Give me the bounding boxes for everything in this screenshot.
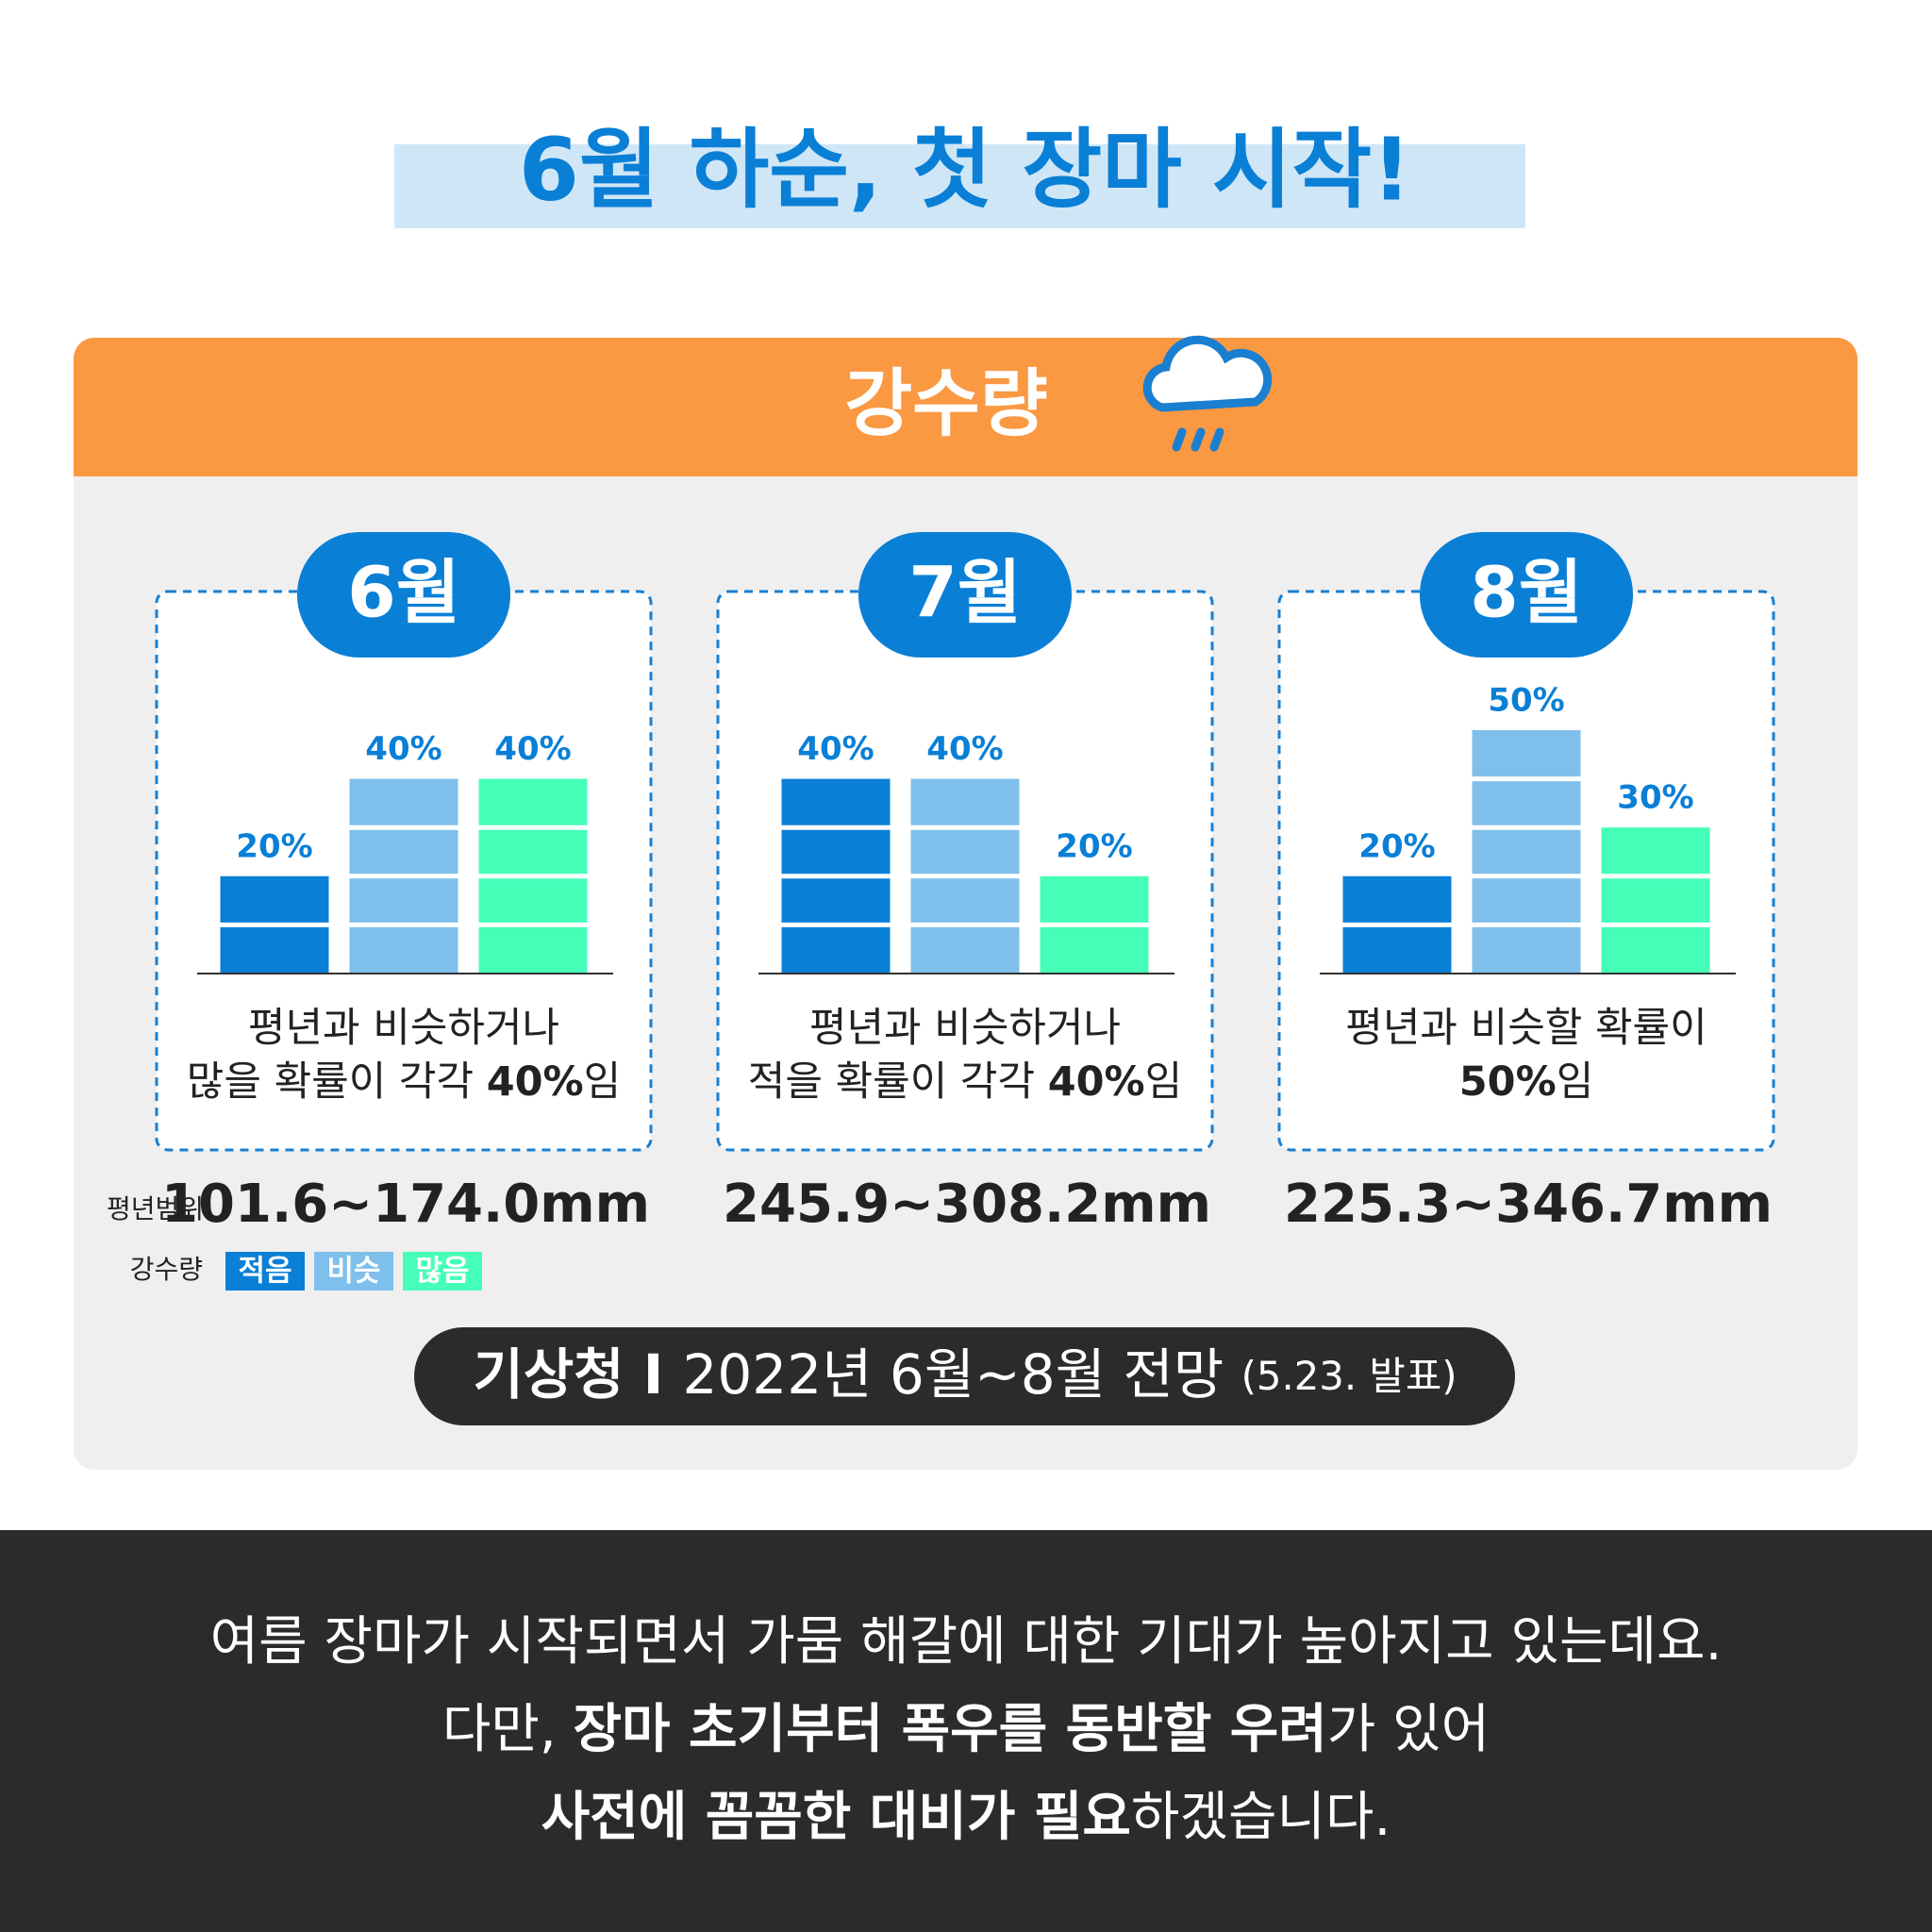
text-segment: (5.23. 발표) — [1241, 1353, 1457, 1399]
value-label: 20% — [1056, 827, 1132, 865]
legend-label: 비슷 — [326, 1255, 380, 1289]
value-label: 40% — [797, 730, 874, 768]
value-label: 40% — [365, 730, 441, 768]
description-line: 적을 확률이 각각 40%임 — [748, 1058, 1182, 1106]
text-segment: 하겠습니다. — [1131, 1787, 1391, 1848]
title: 6월 하순, 첫 장마 시작! — [519, 119, 1411, 220]
text-segment: 40% — [1048, 1058, 1145, 1106]
value-label: 50% — [1488, 682, 1564, 720]
legend-title: 강수량 — [130, 1254, 203, 1285]
text-segment: 2022년 6월~8월 전망 — [683, 1342, 1241, 1407]
value-label: 40% — [494, 730, 571, 768]
footer-line: 다만, 장마 초기부터 폭우를 동반할 우려가 있어 — [442, 1699, 1490, 1760]
header-title: 강수량 — [844, 361, 1047, 446]
source-text: 기상청 I 2022년 6월~8월 전망 (5.23. 발표) — [473, 1342, 1457, 1407]
description-line: 평년과 비슷하거나 — [248, 1005, 559, 1052]
text-segment: 여름 장마가 시작되면서 가뭄 해갈에 대한 기대가 높아지고 있는데요. — [210, 1611, 1723, 1673]
text-segment: 임 — [584, 1058, 622, 1106]
legend-swatch — [403, 1252, 482, 1291]
value-label: 20% — [1358, 827, 1435, 865]
title-band — [394, 144, 1525, 228]
footer-line: 여름 장마가 시작되면서 가뭄 해갈에 대한 기대가 높아지고 있는데요. — [210, 1611, 1723, 1673]
description-line: 많을 확률이 각각 40%임 — [187, 1058, 621, 1106]
text-segment: 40% — [487, 1058, 584, 1106]
legend-label: 적음 — [238, 1255, 291, 1289]
text-segment: 평년과 비슷하거나 — [248, 1005, 559, 1052]
description-line: 50%임 — [1459, 1058, 1594, 1106]
text-segment: 사전에 꼼꼼한 대비가 필요 — [541, 1787, 1131, 1848]
range: 101.6~174.0mm — [161, 1174, 650, 1235]
month-label: 6월 — [347, 553, 460, 634]
text-segment: 50% — [1459, 1058, 1557, 1106]
description-line: 평년과 비슷할 확률이 — [1345, 1005, 1707, 1052]
text-segment: 가 있어 — [1327, 1699, 1490, 1760]
legend-swatch — [314, 1252, 393, 1291]
text-segment: 많을 확률이 각각 — [187, 1058, 487, 1106]
month-label: 8월 — [1470, 553, 1583, 634]
text-segment: 적을 확률이 각각 — [748, 1058, 1048, 1106]
range: 245.9~308.2mm — [723, 1174, 1211, 1235]
footer-line: 사전에 꼼꼼한 대비가 필요하겠습니다. — [541, 1787, 1391, 1848]
description-line: 평년과 비슷하거나 — [809, 1005, 1121, 1052]
range-label: 평년범위 — [107, 1193, 204, 1224]
text-segment: 다만, — [442, 1699, 574, 1760]
month-label: 7월 — [908, 553, 1022, 634]
month-pill — [858, 532, 1072, 658]
cloud-icon — [1142, 335, 1273, 452]
range: 225.3~346.7mm — [1284, 1174, 1773, 1235]
value-label: 30% — [1617, 779, 1693, 817]
legend-swatch — [225, 1252, 305, 1291]
source-pill — [414, 1327, 1515, 1425]
text-segment: 임 — [1557, 1058, 1594, 1106]
month-pill — [297, 532, 510, 658]
value-label: 20% — [236, 827, 312, 865]
footer-band — [0, 1530, 1932, 1932]
text-segment: 장마 초기부터 폭우를 동반할 우려 — [574, 1699, 1327, 1760]
panel-header — [74, 338, 1857, 476]
text-segment: 기상청 I — [473, 1342, 682, 1407]
month-pill — [1420, 532, 1633, 658]
text-segment: 평년과 비슷하거나 — [809, 1005, 1121, 1052]
text-segment: 평년과 비슷할 확률이 — [1345, 1005, 1707, 1052]
bar — [1601, 827, 1710, 974]
legend-label: 많음 — [415, 1255, 469, 1289]
text-segment: 임 — [1145, 1058, 1183, 1106]
value-label: 40% — [926, 730, 1003, 768]
bar — [1472, 730, 1581, 974]
